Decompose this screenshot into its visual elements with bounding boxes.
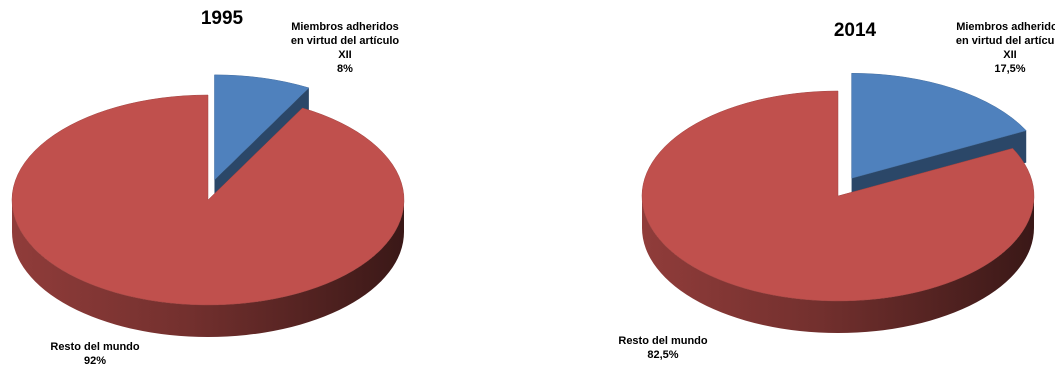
slice-side: [642, 196, 1034, 333]
slice-side: [12, 200, 404, 337]
slice: [214, 74, 310, 181]
data-label: Miembros adheridos en virtud del artícul…: [955, 20, 1055, 76]
label-text: Resto del mundo: [618, 335, 708, 347]
chart-title: 2014: [833, 20, 877, 41]
slice: [851, 73, 1027, 179]
data-label: Miembros adheridos en virtud del artícul…: [290, 20, 400, 76]
slice: [11, 94, 405, 306]
label-text: 8%: [337, 63, 353, 75]
data-label: Resto del mundo 92%: [40, 340, 150, 367]
data-label: Resto del mundo 82,5%: [608, 334, 718, 362]
chart-title: 1995: [200, 8, 244, 29]
label-text: 82,5%: [647, 349, 679, 361]
label-text: Miembros adheridos en virtud del artícul…: [290, 21, 400, 61]
slice: [641, 90, 1035, 302]
label-text: Resto del mundo: [50, 341, 140, 353]
label-text: Miembros adheridos en virtud del artícul…: [955, 21, 1055, 61]
label-text: 92%: [83, 355, 107, 367]
label-text: 17,5%: [994, 63, 1026, 75]
